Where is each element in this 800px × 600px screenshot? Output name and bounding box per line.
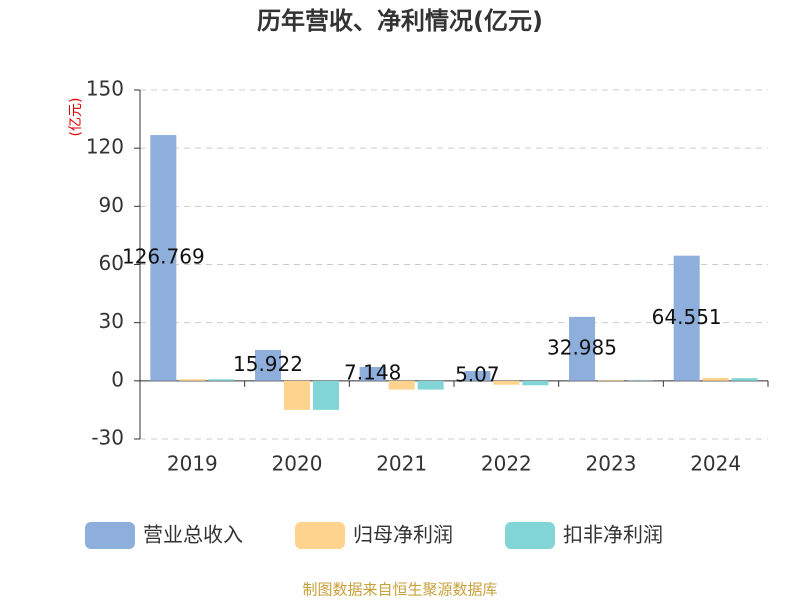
y-tick-label: -30 (91, 426, 124, 450)
value-label: 7.148 (344, 360, 401, 384)
bar (464, 371, 491, 381)
bar (569, 316, 595, 381)
x-tick-label: 2023 (586, 452, 637, 476)
value-label: 32.985 (547, 335, 617, 359)
y-tick-label: 60 (99, 251, 124, 275)
legend-label: 营业总收入 (143, 523, 243, 547)
legend-label: 扣非净利润 (563, 523, 663, 547)
bar (493, 380, 520, 385)
y-tick-label: 90 (99, 193, 124, 217)
y-tick-label: 0 (111, 367, 124, 391)
bar (179, 379, 206, 381)
x-tick-label: 2021 (376, 452, 427, 476)
bar (255, 349, 281, 381)
bar (598, 380, 624, 381)
y-tick-label: 150 (86, 77, 124, 101)
bar (388, 380, 415, 390)
bar (208, 379, 235, 381)
chart-title: 历年营收、净利情况(亿元) (257, 7, 543, 35)
y-tick-label: 30 (99, 309, 124, 333)
value-label: 5.07 (455, 362, 500, 386)
legend-label: 归母净利润 (353, 523, 453, 547)
bar (522, 380, 549, 386)
x-tick-label: 2024 (690, 452, 741, 476)
bar (284, 380, 310, 410)
value-label: 126.769 (122, 244, 205, 268)
bar (417, 380, 444, 390)
legend-swatch (295, 522, 345, 549)
x-tick-label: 2022 (481, 452, 532, 476)
source-note: 制图数据来自恒生聚源数据库 (302, 581, 497, 599)
legend-swatch (505, 522, 555, 549)
bar (359, 366, 386, 381)
bar (673, 255, 700, 381)
y-tick-label: 120 (86, 135, 124, 159)
legend-swatch (85, 522, 135, 549)
y-unit: (亿元) (68, 98, 84, 137)
value-label: 15.922 (233, 352, 303, 376)
x-tick-label: 2020 (272, 452, 323, 476)
bar (731, 378, 758, 381)
bar (702, 377, 729, 381)
bar (150, 135, 177, 381)
value-label: 64.551 (652, 305, 722, 329)
x-tick-label: 2019 (167, 452, 218, 476)
bar (313, 380, 339, 410)
